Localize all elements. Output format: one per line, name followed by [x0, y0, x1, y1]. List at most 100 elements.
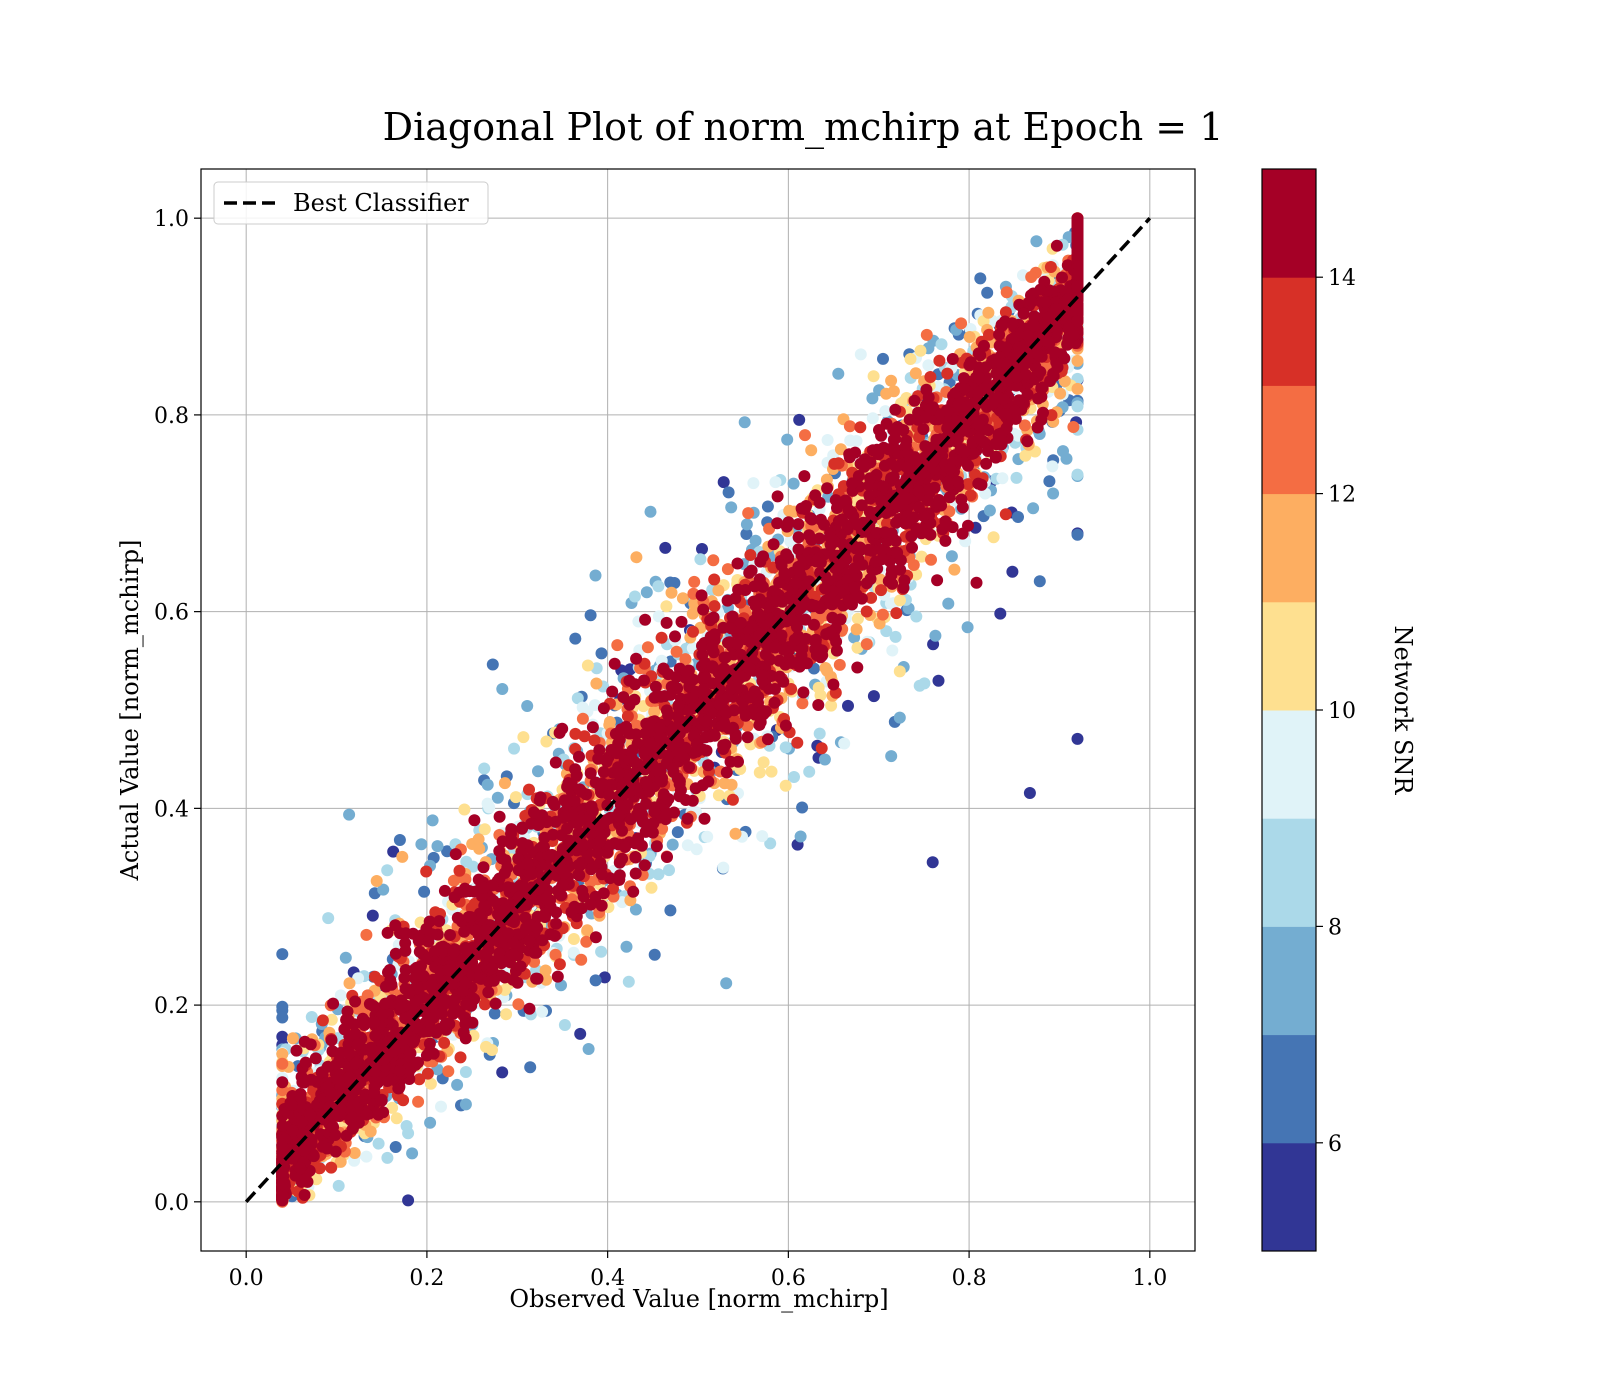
scatter-point — [630, 551, 643, 564]
scatter-point — [1017, 307, 1030, 320]
scatter-point — [885, 374, 898, 387]
scatter-point — [741, 731, 754, 744]
scatter-point — [974, 272, 987, 285]
scatter-point — [390, 1112, 403, 1125]
scatter-point — [820, 473, 833, 486]
scatter-point — [468, 814, 481, 827]
scatter-point — [572, 868, 585, 881]
scatter-point — [879, 405, 892, 418]
scatter-point — [749, 534, 762, 547]
scatter-point — [886, 577, 899, 590]
scatter-point — [598, 971, 611, 984]
scatter-point — [645, 881, 658, 894]
scatter-point — [877, 352, 889, 365]
scatter-point — [725, 778, 738, 791]
scatter-point — [945, 550, 958, 563]
scatter-point — [1046, 460, 1059, 473]
scatter-point — [413, 1073, 426, 1086]
scatter-point — [838, 737, 851, 750]
scatter-point — [478, 998, 491, 1011]
scatter-point — [575, 953, 588, 966]
scatter-point — [321, 1060, 334, 1073]
scatter-point — [860, 638, 873, 651]
scatter-point — [486, 658, 499, 671]
scatter-point — [584, 767, 597, 780]
scatter-point — [1023, 787, 1036, 799]
scatter-point — [769, 476, 782, 489]
scatter-point — [652, 580, 665, 593]
scatter-point — [722, 486, 735, 499]
scatter-point — [666, 838, 679, 851]
scatter-point — [741, 720, 754, 733]
scatter-point — [339, 951, 352, 964]
scatter-point — [590, 677, 603, 690]
scatter-point — [1050, 239, 1063, 252]
scatter-point — [813, 727, 826, 740]
scatter-point — [661, 851, 673, 863]
scatter-point — [782, 516, 795, 529]
scatter-point — [867, 370, 880, 383]
scatter-point — [496, 1066, 509, 1079]
scatter-point — [581, 659, 594, 672]
scatter-point — [909, 367, 922, 380]
scatter-point — [1010, 471, 1023, 484]
scatter-point — [908, 394, 921, 407]
scatter-point — [473, 842, 486, 855]
scatter-point — [549, 948, 562, 961]
scatter-point — [812, 681, 825, 694]
scatter-point — [756, 830, 769, 843]
scatter-point — [467, 860, 480, 873]
scatter-point — [825, 699, 838, 712]
scatter-point — [517, 731, 530, 744]
scatter-point — [781, 433, 794, 446]
scatter-point — [970, 576, 983, 589]
scatter-point — [996, 472, 1009, 485]
scatter-point — [553, 958, 566, 971]
scatter-point — [805, 444, 818, 457]
scatter-point — [793, 413, 806, 426]
scatter-point — [536, 934, 549, 947]
scatter-point — [910, 568, 923, 581]
scatter-point — [1071, 468, 1084, 481]
scatter-point — [1025, 271, 1038, 283]
scatter-point — [935, 338, 948, 351]
scatter-point — [491, 791, 504, 804]
scatter-point — [399, 944, 412, 957]
scatter-point — [655, 631, 668, 644]
scatter-point — [702, 759, 715, 772]
scatter-point — [761, 500, 774, 513]
scatter-point — [830, 635, 843, 648]
scatter-point — [821, 664, 833, 677]
scatter-point — [307, 1150, 320, 1163]
scatter-point — [581, 924, 594, 937]
scatter-point — [939, 534, 952, 547]
scatter-point — [981, 286, 994, 299]
scatter-point — [860, 605, 873, 618]
scatter-point — [276, 1011, 289, 1024]
scatter-point — [400, 1120, 413, 1132]
scatter-point — [929, 629, 942, 642]
scatter-point — [740, 518, 753, 531]
scatter-point — [717, 739, 730, 752]
scatter-point — [721, 563, 734, 576]
scatter-points — [276, 212, 1084, 1208]
scatter-point — [787, 477, 800, 490]
scatter-point — [815, 742, 828, 755]
scatter-point — [478, 762, 491, 775]
scatter-point — [396, 850, 409, 863]
scatter-point — [1054, 387, 1067, 400]
scatter-point — [708, 573, 721, 586]
scatter-point — [366, 909, 379, 922]
scatter-point — [451, 1078, 464, 1091]
scatter-point — [412, 1095, 425, 1108]
scatter-point — [276, 1057, 289, 1070]
scatter-point — [629, 903, 642, 916]
scatter-point — [712, 789, 725, 802]
scatter-point — [865, 591, 878, 604]
scatter-point — [1044, 261, 1057, 273]
scatter-point — [276, 1000, 289, 1013]
scatter-point — [889, 403, 902, 416]
scatter-point — [539, 964, 552, 977]
scatter-point — [933, 354, 946, 367]
scatter-point — [459, 1066, 472, 1078]
